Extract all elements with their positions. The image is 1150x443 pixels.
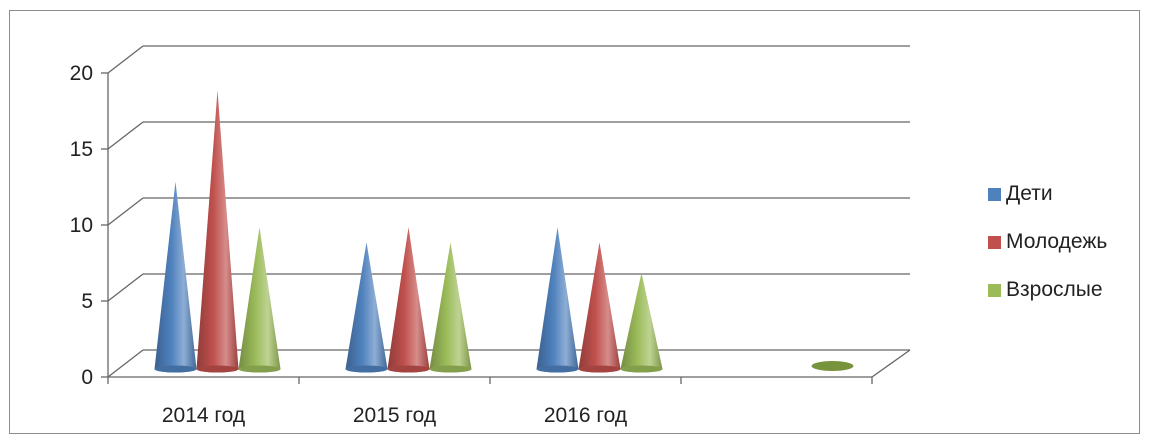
cone-mark [620, 272, 663, 373]
y-axis-ticks: 0 5 10 15 20 [70, 62, 108, 389]
cone-mark [196, 90, 239, 373]
legend-label: Взрослые [1006, 278, 1103, 301]
cone-mark [387, 227, 430, 373]
legend-item-molodezh: Молодежь [988, 218, 1107, 266]
cone-mark [811, 361, 854, 371]
legend-item-vzroslye: Взрослые [988, 266, 1107, 314]
cone-mark [238, 227, 281, 373]
cone-mark [154, 181, 197, 373]
legend-swatch [988, 283, 1001, 297]
cone-mark [578, 242, 621, 373]
x-axis-ticks: 2014 год 2015 год 2016 год [107, 377, 873, 427]
cone-mark [345, 242, 388, 373]
cone-series [154, 90, 854, 373]
x-tick-label: 2015 год [353, 404, 436, 427]
legend-label: Молодежь [1006, 230, 1108, 253]
y-tick-label: 10 [70, 214, 93, 237]
y-tick-label: 20 [70, 62, 93, 85]
cone-mark [536, 227, 579, 373]
x-tick-label: 2014 год [162, 404, 245, 427]
legend-label: Дети [1006, 182, 1053, 205]
x-tick-label: 2016 год [544, 404, 627, 427]
legend-swatch [988, 187, 1001, 201]
cone-mark [429, 242, 472, 373]
legend-swatch [988, 235, 1001, 249]
y-tick-label: 0 [81, 366, 93, 389]
legend-item-deti: Дети [988, 170, 1107, 218]
y-tick-label: 5 [81, 290, 93, 313]
y-tick-label: 15 [70, 138, 93, 161]
legend: Дети Молодежь Взрослые [988, 170, 1107, 314]
